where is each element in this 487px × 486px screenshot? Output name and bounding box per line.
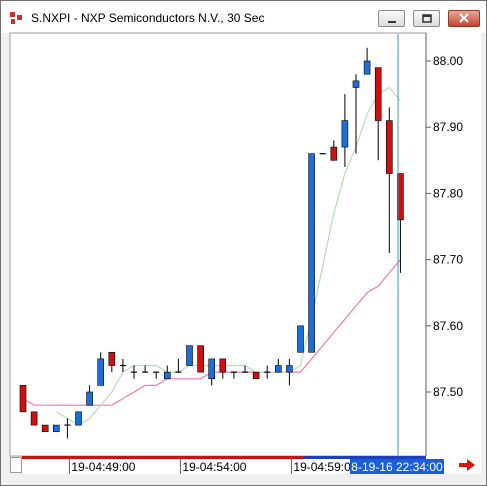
candle-body [19, 385, 27, 413]
minimize-icon [388, 21, 396, 23]
price-tick-label: 87.80 [433, 186, 463, 200]
candle [242, 365, 248, 373]
candle-body [297, 325, 304, 353]
candle-body [30, 411, 38, 426]
candle-body [286, 365, 293, 373]
history-bar-blue [304, 456, 426, 459]
price-tick-label: 87.60 [433, 319, 463, 333]
candle [397, 173, 404, 273]
candle [175, 358, 182, 373]
maximize-button[interactable] [413, 10, 440, 27]
candle-body [164, 371, 171, 380]
scroll-left-box[interactable] [10, 457, 22, 473]
candle-body [330, 146, 338, 161]
candle [64, 418, 71, 439]
price-tick-label: 87.70 [433, 253, 463, 267]
candle-body [52, 424, 60, 433]
time-tick-label: 19-04:54:00 [182, 460, 246, 474]
candle [86, 385, 93, 406]
candle [108, 351, 116, 373]
candle [341, 94, 349, 167]
candle [252, 371, 260, 380]
price-tick-label: 88.00 [433, 54, 463, 68]
candle [374, 67, 382, 161]
close-icon [459, 13, 469, 23]
candle-body [197, 345, 204, 373]
candle [164, 365, 171, 380]
minimize-button[interactable] [378, 10, 405, 27]
candle-body [97, 358, 104, 386]
close-button[interactable] [448, 10, 480, 27]
candle [75, 411, 82, 426]
price-tick-labels: 88.00 87.90 87.80 87.70 87.60 87.50 [426, 54, 463, 399]
candle [52, 424, 60, 433]
candle [385, 107, 393, 253]
candle-body [385, 120, 393, 174]
candle [230, 371, 237, 379]
candle [97, 352, 104, 386]
candle-body [86, 391, 93, 406]
cursor-group: 8-19-16 22:34:00 [350, 34, 444, 474]
candle-body [186, 345, 193, 366]
candle-body [108, 351, 116, 366]
candle-body [374, 67, 382, 121]
candle-body [208, 358, 215, 380]
candle-body [352, 80, 360, 88]
window-title: S.NXPI - NXP Semiconductors N.V., 30 Sec [31, 11, 265, 25]
chart-app-icon [10, 12, 22, 24]
candle [308, 153, 315, 353]
candle-body [341, 120, 349, 148]
time-tick-labels: 19-04:49:00 19-04:54:00 19-04:59:00 [68, 459, 358, 474]
candle [142, 365, 149, 373]
candle-body [308, 153, 315, 353]
candle [208, 358, 215, 386]
candle [352, 74, 360, 154]
candle [197, 345, 204, 373]
cursor-time-badge [350, 459, 444, 474]
candle-body [75, 411, 82, 426]
fast-moving-average-group [55, 86, 401, 426]
candle-body [252, 371, 260, 380]
candle [186, 345, 193, 366]
candle [264, 365, 271, 379]
history-bar-red [22, 456, 304, 459]
candle [19, 385, 27, 413]
plot-area [9, 32, 427, 457]
candle [363, 47, 371, 75]
candle-body [363, 60, 371, 75]
title-bar[interactable]: S.NXPI - NXP Semiconductors N.V., 30 Sec [1, 1, 486, 33]
candle [274, 358, 282, 373]
candle-body [397, 173, 404, 221]
candle [286, 358, 293, 386]
candle-body [219, 358, 227, 373]
candle [219, 358, 227, 379]
candle [330, 140, 338, 161]
cursor-time-label: 8-19-16 22:34:00 [351, 460, 443, 474]
maximize-icon [422, 14, 432, 23]
candle [41, 424, 49, 433]
fast-moving-average-line [55, 86, 401, 426]
candle [131, 365, 137, 379]
candles-group [19, 47, 404, 439]
time-tick-label: 19-04:49:00 [71, 460, 135, 474]
candle-body [41, 424, 49, 433]
candle [153, 371, 160, 379]
candle [297, 325, 304, 353]
price-tick-label: 87.90 [433, 120, 463, 134]
scroll-right-arrow-icon[interactable] [456, 457, 478, 473]
candle [119, 358, 126, 373]
price-axis-area [426, 33, 481, 456]
time-tick-label: 19-04:59:00 [293, 460, 357, 474]
price-tick-label: 87.50 [433, 385, 463, 399]
candle-body [274, 365, 282, 373]
candle [30, 411, 38, 426]
